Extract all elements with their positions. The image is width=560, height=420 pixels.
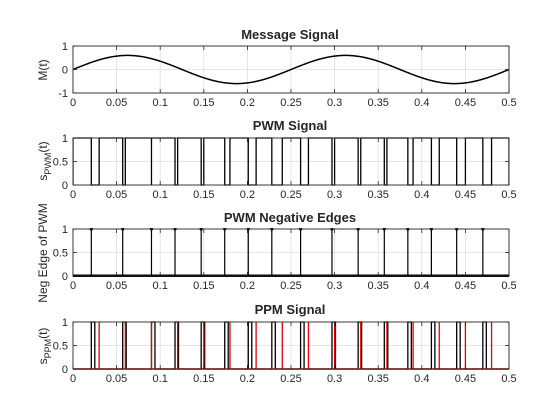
xtick-label-ppm-signal: 0.3 (327, 373, 342, 385)
title-pwm-negative-edges: PWM Negative Edges (224, 210, 356, 225)
xtick-label-ppm-signal: 0.4 (414, 373, 429, 385)
ytick-label-message-signal: 1 (62, 41, 68, 53)
title-pwm-signal: PWM Signal (253, 118, 327, 133)
ytick-label-message-signal: -1 (58, 88, 68, 100)
ytick-label-pwm-signal: 0 (62, 180, 68, 192)
xtick-label-ppm-signal: 0.2 (240, 373, 255, 385)
panel-pwm-negative-edges: PWM Negative Edges Neg Edge of PWM 0 0.05… (36, 203, 517, 302)
xtick-label-message-signal: 0.4 (414, 97, 429, 109)
ylabel-message-signal: M(t) (36, 59, 50, 80)
xtick-label-message-signal: 0.25 (280, 97, 301, 109)
xtick-label-pwm-negative-edges: 0.5 (501, 280, 516, 292)
xtick-label-pwm-negative-edges: 0.4 (414, 280, 429, 292)
ytick-label-pwm-signal: 1 (62, 133, 68, 145)
xtick-label-message-signal: 0.3 (327, 97, 342, 109)
xtick-label-message-signal: 0.45 (455, 97, 476, 109)
panel-pwm-signal: PWM Signal sPWM(t) 0 0.05 0.1 0.15 0.2 0.25 0.… (36, 118, 517, 201)
xtick-label-pwm-negative-edges: 0.3 (327, 280, 342, 292)
xtick-label-ppm-signal: 0.15 (193, 373, 214, 385)
title-message-signal: Message Signal (241, 27, 339, 42)
xtick-label-message-signal: 0.5 (501, 97, 516, 109)
ytick-label-pwm-negative-edges: 0.5 (53, 248, 68, 260)
xtick-label-pwm-negative-edges: 0.1 (153, 280, 168, 292)
xtick-label-pwm-negative-edges: 0.35 (367, 280, 388, 292)
xtick-label-ppm-signal: 0 (70, 373, 76, 385)
xtick-label-pwm-negative-edges: 0.05 (106, 280, 127, 292)
xtick-label-pwm-signal: 0.2 (240, 189, 255, 201)
xtick-label-pwm-negative-edges: 0.25 (280, 280, 301, 292)
ytick-label-ppm-signal: 1 (62, 317, 68, 329)
ytick-label-message-signal: 0 (62, 65, 68, 77)
xtick-label-message-signal: 0 (70, 97, 76, 109)
xtick-label-pwm-signal: 0.5 (501, 189, 516, 201)
series-line-message (73, 54, 509, 85)
xtick-label-pwm-signal: 0.05 (106, 189, 127, 201)
xtick-label-message-signal: 0.1 (153, 97, 168, 109)
xtick-label-pwm-negative-edges: 0.45 (455, 280, 476, 292)
xtick-label-ppm-signal: 0.25 (280, 373, 301, 385)
ytick-label-pwm-negative-edges: 1 (62, 224, 68, 236)
xtick-label-ppm-signal: 0.05 (106, 373, 127, 385)
xtick-label-pwm-signal: 0.45 (455, 189, 476, 201)
xtick-label-message-signal: 0.35 (367, 97, 388, 109)
panel-ppm-signal: PPM Signal sPPM(t) 0 0.05 0.1 0.15 0.2 0.25 0.… (36, 302, 517, 385)
xtick-label-pwm-signal: 0.25 (280, 189, 301, 201)
ylabel-pwm-negative-edges: Neg Edge of PWM (36, 203, 50, 302)
xtick-label-ppm-signal: 0.5 (501, 373, 516, 385)
ytick-label-ppm-signal: 0 (62, 364, 68, 376)
xtick-label-ppm-signal: 0.35 (367, 373, 388, 385)
xtick-label-ppm-signal: 0.45 (455, 373, 476, 385)
xtick-label-pwm-signal: 0 (70, 189, 76, 201)
xtick-label-pwm-signal: 0.15 (193, 189, 214, 201)
title-ppm-signal: PPM Signal (255, 302, 326, 317)
panel-message-signal: Message Signal M(t) 0 0.05 0.1 0.15 0.2 0.25 0… (36, 27, 517, 109)
xtick-label-message-signal: 0.15 (193, 97, 214, 109)
ytick-label-pwm-negative-edges: 0 (62, 271, 68, 283)
xtick-label-pwm-signal: 0.1 (153, 189, 168, 201)
xtick-label-pwm-negative-edges: 0.2 (240, 280, 255, 292)
ytick-label-pwm-signal: 0.5 (53, 157, 68, 169)
xtick-label-pwm-signal: 0.3 (327, 189, 342, 201)
xtick-label-message-signal: 0.05 (106, 97, 127, 109)
xtick-label-pwm-negative-edges: 0.15 (193, 280, 214, 292)
xtick-label-pwm-signal: 0.4 (414, 189, 429, 201)
ylabel-pwm-signal: sPWM(t) (36, 141, 53, 180)
ytick-label-ppm-signal: 0.5 (53, 341, 68, 353)
xtick-label-pwm-negative-edges: 0 (70, 280, 76, 292)
ylabel-ppm-signal: sPPM(t) (36, 328, 53, 365)
xtick-label-message-signal: 0.2 (240, 97, 255, 109)
plot-area-message-signal (73, 54, 509, 85)
xtick-label-ppm-signal: 0.1 (153, 373, 168, 385)
xtick-label-pwm-signal: 0.35 (367, 189, 388, 201)
